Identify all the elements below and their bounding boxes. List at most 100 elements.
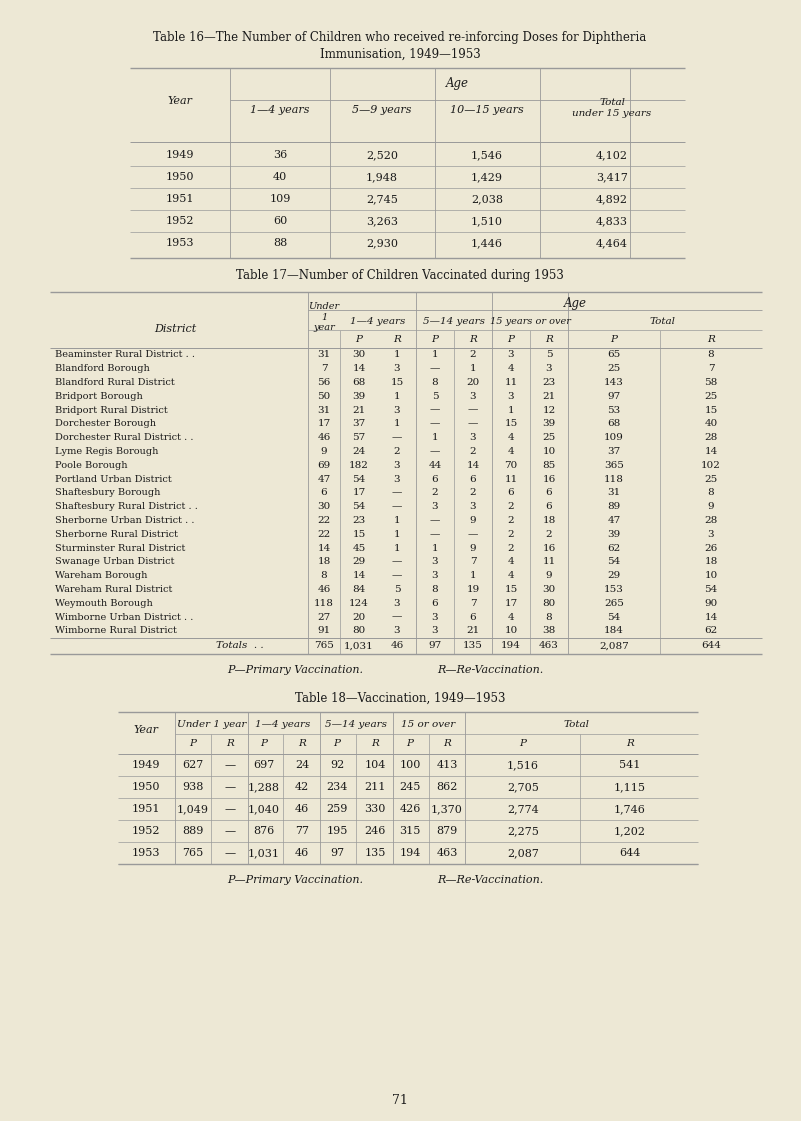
Text: 18: 18 (704, 557, 718, 566)
Text: 3: 3 (393, 474, 400, 483)
Text: 28: 28 (704, 516, 718, 525)
Text: 1: 1 (393, 516, 400, 525)
Text: Age: Age (563, 297, 586, 311)
Text: 80: 80 (352, 627, 365, 636)
Text: 14: 14 (704, 612, 718, 622)
Text: 14: 14 (352, 364, 365, 373)
Text: 4: 4 (508, 447, 514, 456)
Text: 2: 2 (508, 502, 514, 511)
Text: 17: 17 (352, 489, 365, 498)
Text: 16: 16 (542, 544, 556, 553)
Text: R: R (443, 740, 451, 749)
Text: P: P (356, 335, 363, 344)
Text: 2,275: 2,275 (507, 826, 539, 836)
Text: 109: 109 (604, 433, 624, 442)
Text: 25: 25 (542, 433, 556, 442)
Text: 4: 4 (508, 364, 514, 373)
Text: Bridport Rural District: Bridport Rural District (55, 406, 167, 415)
Text: P: P (520, 740, 526, 749)
Text: Wareham Rural District: Wareham Rural District (55, 585, 172, 594)
Text: 46: 46 (317, 585, 331, 594)
Text: 84: 84 (352, 585, 365, 594)
Text: 1—4 years: 1—4 years (256, 721, 311, 730)
Text: 50: 50 (317, 392, 331, 401)
Text: 1,746: 1,746 (614, 804, 646, 814)
Text: Age: Age (446, 77, 469, 91)
Text: 3: 3 (393, 627, 400, 636)
Text: 1,049: 1,049 (177, 804, 209, 814)
Text: 644: 644 (619, 847, 641, 858)
Text: 80: 80 (542, 599, 556, 608)
Text: 1,031: 1,031 (248, 847, 280, 858)
Text: 40: 40 (704, 419, 718, 428)
Text: 22: 22 (317, 530, 331, 539)
Text: 21: 21 (352, 406, 365, 415)
Text: Immunisation, 1949—1953: Immunisation, 1949—1953 (320, 47, 481, 61)
Text: 68: 68 (607, 419, 621, 428)
Text: 1—4 years: 1—4 years (250, 105, 310, 115)
Text: 2: 2 (545, 530, 553, 539)
Text: —: — (392, 612, 402, 622)
Text: Sherborne Urban District . .: Sherborne Urban District . . (55, 516, 195, 525)
Text: 1: 1 (469, 572, 477, 581)
Text: 7: 7 (708, 364, 714, 373)
Text: 5—9 years: 5—9 years (352, 105, 412, 115)
Text: 3: 3 (432, 557, 438, 566)
Text: 39: 39 (607, 530, 621, 539)
Text: 118: 118 (314, 599, 334, 608)
Text: 30: 30 (317, 502, 331, 511)
Text: 2: 2 (508, 530, 514, 539)
Text: 195: 195 (326, 826, 348, 836)
Text: P—Primary Vaccination.: P—Primary Vaccination. (227, 665, 363, 675)
Text: 3: 3 (393, 364, 400, 373)
Text: 39: 39 (542, 419, 556, 428)
Text: 3,417: 3,417 (596, 172, 628, 182)
Text: —: — (468, 419, 478, 428)
Text: 1,202: 1,202 (614, 826, 646, 836)
Text: Wimborne Urban District . .: Wimborne Urban District . . (55, 612, 193, 622)
Text: Total: Total (650, 316, 675, 325)
Text: 14: 14 (352, 572, 365, 581)
Text: 92: 92 (330, 760, 344, 770)
Text: 4,102: 4,102 (596, 150, 628, 160)
Text: Swanage Urban District: Swanage Urban District (55, 557, 175, 566)
Text: 47: 47 (607, 516, 621, 525)
Text: 118: 118 (604, 474, 624, 483)
Text: 365: 365 (604, 461, 624, 470)
Text: 25: 25 (704, 392, 718, 401)
Text: P: P (610, 335, 618, 344)
Text: 3: 3 (432, 572, 438, 581)
Text: 2,087: 2,087 (507, 847, 539, 858)
Text: 1: 1 (393, 530, 400, 539)
Text: —: — (224, 804, 235, 814)
Text: 3: 3 (469, 433, 477, 442)
Text: 234: 234 (326, 781, 348, 791)
Text: 3,263: 3,263 (366, 216, 398, 226)
Text: 20: 20 (466, 378, 480, 387)
Text: 4,892: 4,892 (596, 194, 628, 204)
Text: 15 years or over: 15 years or over (489, 316, 570, 325)
Text: 135: 135 (364, 847, 386, 858)
Text: R: R (469, 335, 477, 344)
Text: 879: 879 (437, 826, 457, 836)
Text: 697: 697 (253, 760, 275, 770)
Text: 6: 6 (545, 489, 553, 498)
Text: —: — (224, 826, 235, 836)
Text: 1: 1 (432, 544, 438, 553)
Text: Year: Year (167, 96, 192, 106)
Text: 71: 71 (392, 1093, 408, 1106)
Text: 14: 14 (466, 461, 480, 470)
Text: 44: 44 (429, 461, 441, 470)
Text: 46: 46 (317, 433, 331, 442)
Text: 17: 17 (317, 419, 331, 428)
Text: 22: 22 (317, 516, 331, 525)
Text: 53: 53 (607, 406, 621, 415)
Text: 1,370: 1,370 (431, 804, 463, 814)
Text: 2: 2 (508, 544, 514, 553)
Text: R: R (545, 335, 553, 344)
Text: 1: 1 (393, 544, 400, 553)
Text: 70: 70 (505, 461, 517, 470)
Text: 60: 60 (273, 216, 287, 226)
Text: 3: 3 (393, 406, 400, 415)
Text: 4,464: 4,464 (596, 238, 628, 248)
